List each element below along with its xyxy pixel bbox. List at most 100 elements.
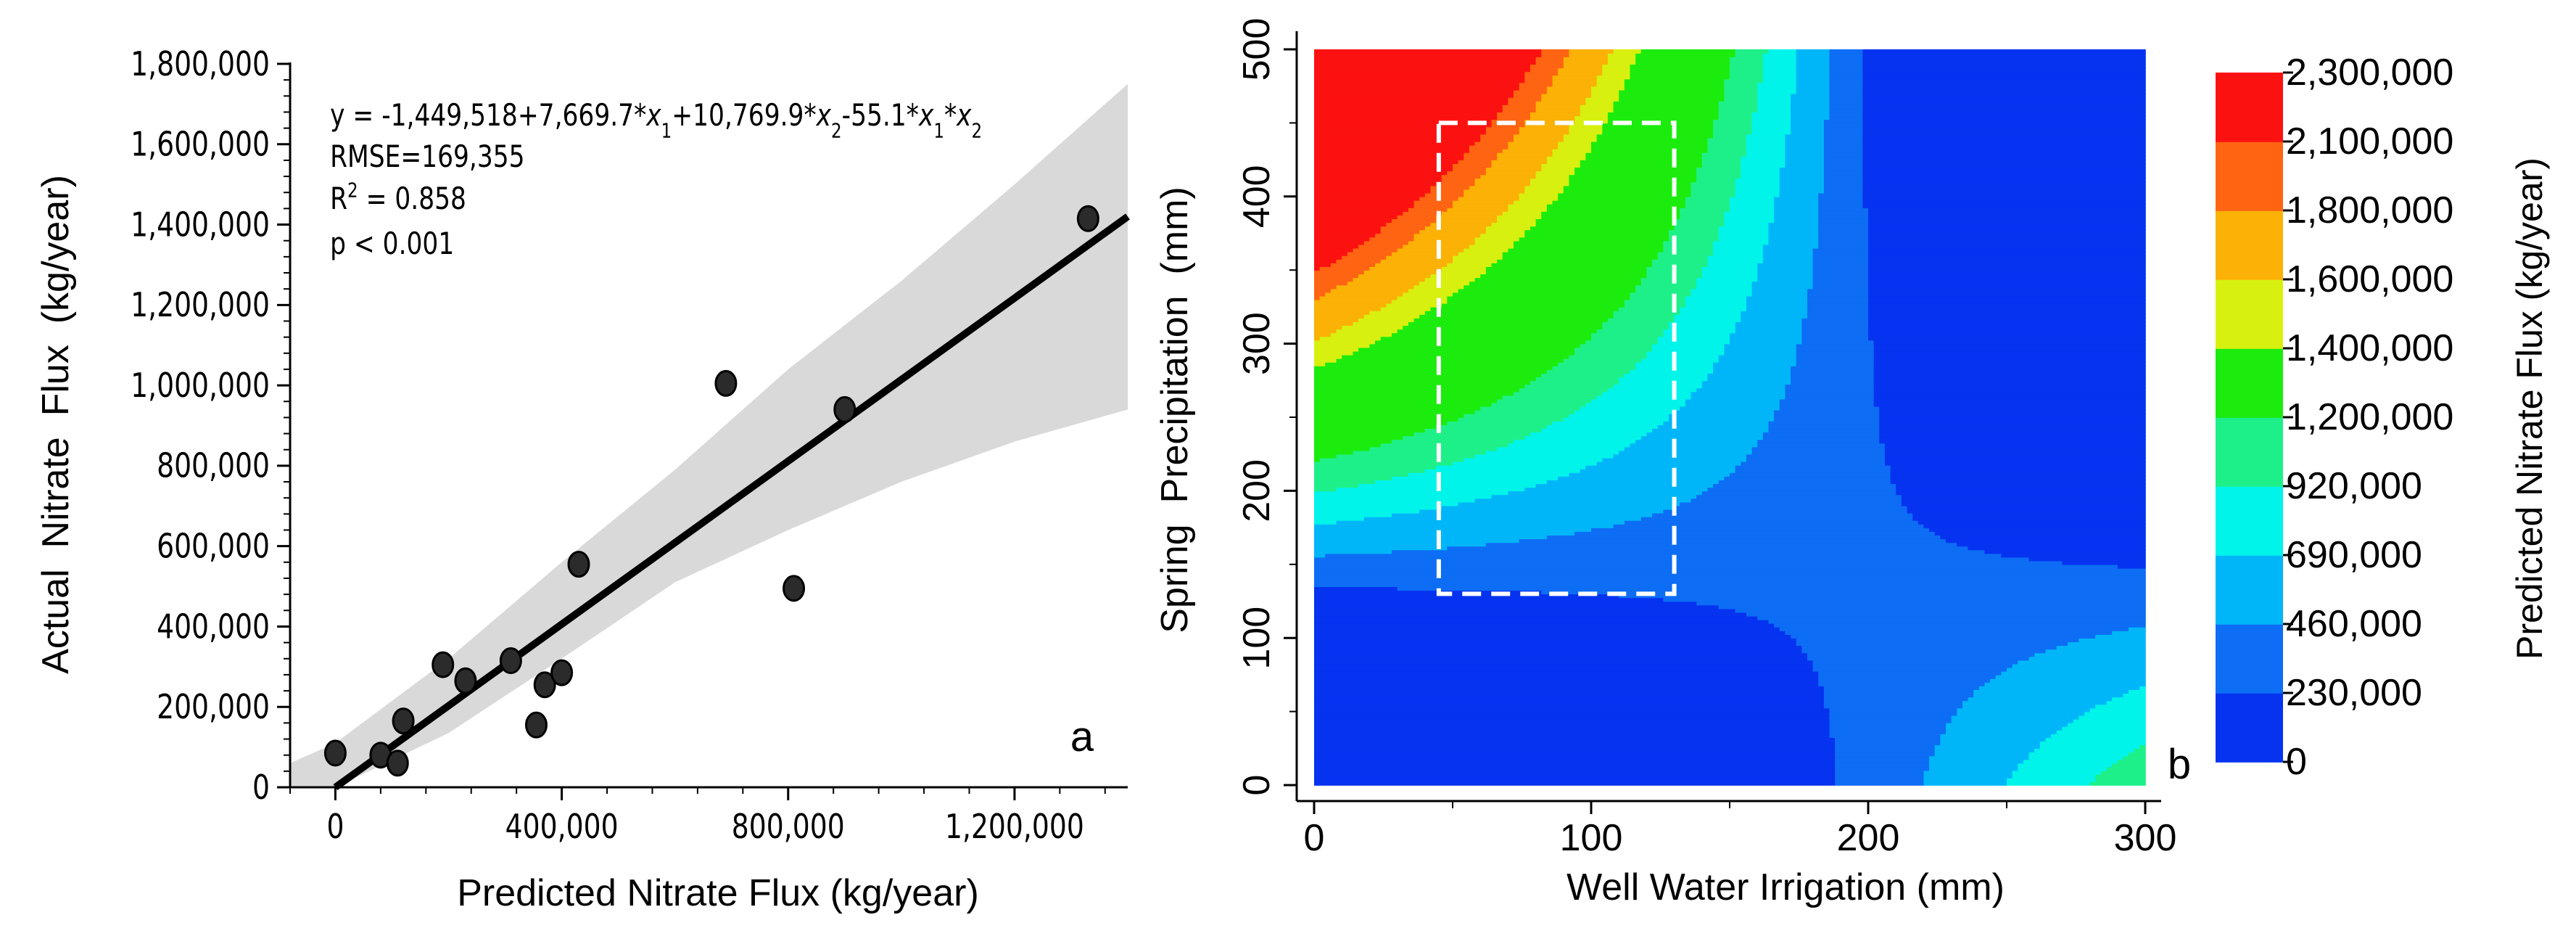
contour-cell xyxy=(1774,208,1820,212)
contour-cell xyxy=(1746,299,1808,304)
contour-cell xyxy=(1419,509,1664,514)
contour-cell xyxy=(1779,174,1825,179)
contour-cell xyxy=(1541,49,1570,54)
contour-cell xyxy=(1730,340,1803,345)
contour-cell xyxy=(1464,156,1498,160)
contour-cell xyxy=(1314,215,1398,220)
contour-cell xyxy=(1447,299,1625,304)
contour-cell xyxy=(1868,258,2146,263)
contour-cell xyxy=(1441,505,1675,510)
contour-cell xyxy=(1663,332,1730,337)
contour-cell xyxy=(1823,152,1864,157)
contour-cell xyxy=(1508,144,1559,149)
contour-cell xyxy=(1652,512,1913,517)
contour-cell xyxy=(1791,97,1830,102)
contour-cell xyxy=(1868,233,2146,238)
contour-cell xyxy=(1812,660,2019,665)
contour-cell xyxy=(1314,189,1432,194)
contour-cell xyxy=(1862,174,2146,179)
contour-cell xyxy=(1314,641,1797,647)
contour-cell xyxy=(1746,457,1886,462)
contour-cell xyxy=(1735,192,1780,197)
contour-cell xyxy=(1358,318,1415,322)
contour-cell xyxy=(1862,200,2146,205)
contour-cell xyxy=(1314,678,1820,683)
contour-cell xyxy=(1314,718,1830,723)
contour-cell xyxy=(1818,222,1869,227)
contour-cell xyxy=(1868,292,2146,297)
contour-cell xyxy=(1713,251,1764,256)
contour-cell xyxy=(1580,108,1614,112)
contour-cell xyxy=(1873,380,2146,385)
contour-cell xyxy=(1635,53,1736,57)
contour-cell xyxy=(1757,263,1814,267)
contour-cell xyxy=(2012,770,2102,775)
contour-cell xyxy=(1314,704,1825,709)
contour-cell xyxy=(1314,247,1354,253)
contour-cell xyxy=(1613,310,1681,315)
contour-cell xyxy=(1690,288,1753,293)
contour-cell xyxy=(1613,453,1747,459)
contour-cell xyxy=(1801,340,1875,345)
contour-cell xyxy=(1735,464,1891,469)
contour-cell xyxy=(1314,512,1392,517)
contour-cell xyxy=(1785,160,1825,164)
contour-cell xyxy=(1862,203,2146,208)
data-point xyxy=(524,711,548,739)
contour-cell xyxy=(1369,310,1426,315)
contour-cell xyxy=(1785,384,1875,389)
contour-cell xyxy=(1779,398,1875,403)
contour-cell xyxy=(1807,310,1869,315)
contour-cell xyxy=(1829,108,1864,112)
contour-cell xyxy=(1336,520,1625,525)
colorbar-label: 2,300,000 xyxy=(2286,52,2453,94)
contour-cell xyxy=(1757,82,1797,87)
contour-cell xyxy=(1724,343,1797,348)
contour-cell xyxy=(1680,501,1902,506)
contour-cell xyxy=(1419,314,1614,319)
contour-cell xyxy=(1386,222,1432,227)
contour-cell xyxy=(2139,686,2146,690)
contour-cell xyxy=(1314,244,1359,249)
contour-cell xyxy=(1724,222,1770,227)
contour-cell xyxy=(1741,174,1780,179)
y-tick-label: 0 xyxy=(252,768,270,807)
contour-cell xyxy=(1746,303,1808,308)
contour-cell xyxy=(1768,49,1797,54)
contour-cell xyxy=(2034,748,2135,753)
contour-cell xyxy=(1485,130,1520,135)
contour-cell xyxy=(1314,520,1337,525)
contour-cell xyxy=(1713,244,1764,249)
contour-cell xyxy=(1469,148,1503,153)
contour-cell xyxy=(1497,115,1531,120)
contour-cell xyxy=(1453,258,1498,263)
contour-cell xyxy=(1314,391,1514,396)
contour-cell xyxy=(1353,321,1409,327)
contour-cell xyxy=(1807,303,1869,308)
x-tick-labels: 0 100 200 300 xyxy=(1304,817,2177,859)
contour-cell xyxy=(1718,112,1753,117)
contour-cell xyxy=(1713,119,1753,124)
contour-cell xyxy=(1724,93,1758,98)
contour-cell xyxy=(1796,67,1830,73)
contour-cell xyxy=(1514,391,1603,396)
contour-cell xyxy=(1741,163,1786,168)
contour-cell xyxy=(1453,292,1631,297)
contour-cell xyxy=(1524,78,1553,83)
contour-cell xyxy=(1668,325,1736,330)
contour-cell xyxy=(1796,57,1830,62)
contour-cell xyxy=(2028,557,2146,562)
contour-cell xyxy=(1896,483,2146,488)
contour-cell xyxy=(1314,781,1836,786)
contour-cell xyxy=(1823,156,1864,160)
contour-cell xyxy=(1945,726,2063,731)
contour-cell xyxy=(2078,715,2146,720)
contour-cell xyxy=(1325,292,1404,297)
contour-cell xyxy=(1502,108,1537,112)
contour-cell xyxy=(1796,350,1875,356)
contour-cell xyxy=(1835,759,1930,764)
contour-cell xyxy=(1397,586,2146,591)
contour-cell xyxy=(1701,163,1742,168)
contour-cell xyxy=(1707,255,1764,260)
contour-cell xyxy=(1314,97,1509,102)
